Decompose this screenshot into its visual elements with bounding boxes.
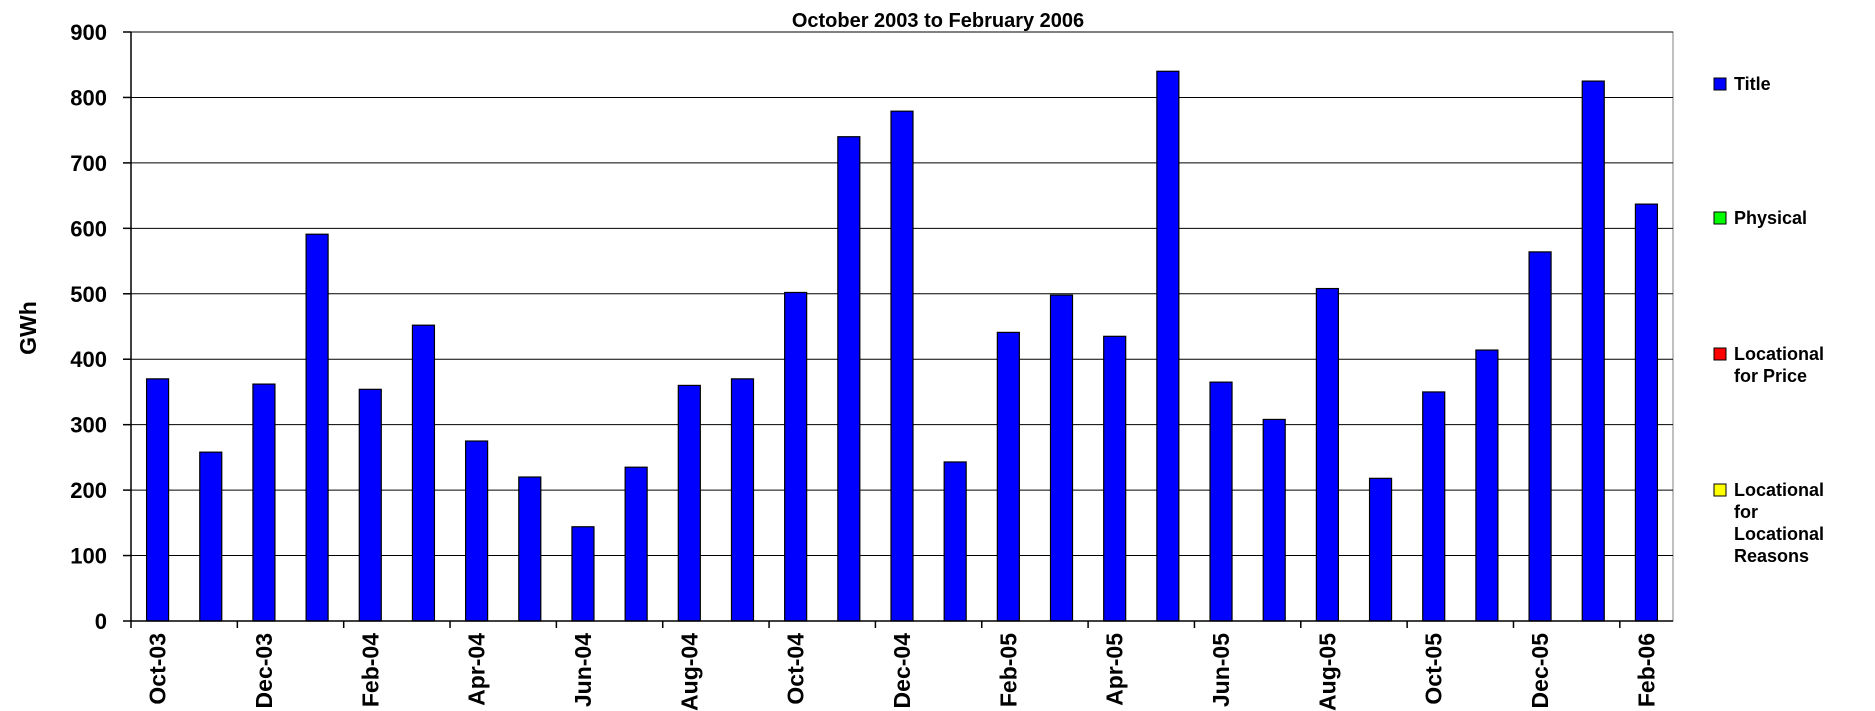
y-tick-label: 800	[70, 85, 107, 110]
y-tick-labels: 0 100 200 300 400 500 600 700 800 900	[70, 20, 107, 634]
bar-feb-04	[358, 388, 382, 622]
x-tick-labels: Oct-03 Dec-03 Feb-04 Apr-04 Jun-04 Aug-04 Oct-…	[145, 633, 1660, 711]
legend-label: Reasons	[1734, 546, 1809, 566]
bar-dec-03	[252, 383, 276, 622]
x-tick-label: Feb-06	[1633, 633, 1659, 707]
legend-label: Locational	[1734, 344, 1824, 364]
legend-swatch	[1713, 77, 1727, 91]
bar-nov-05	[1475, 349, 1499, 622]
bar-jan-04	[305, 233, 329, 622]
y-axis-label: GWh	[15, 301, 41, 355]
legend-swatch	[1713, 483, 1727, 497]
x-tick-label: Oct-05	[1421, 633, 1447, 705]
bar-jul-05	[1262, 418, 1286, 622]
bar-jan-05	[943, 461, 967, 622]
x-tick-label: Oct-03	[145, 633, 171, 705]
bar-may-04	[518, 476, 542, 622]
legend-label: for	[1734, 502, 1758, 522]
bar-mar-04	[411, 324, 436, 622]
bar-jun-05	[1209, 381, 1233, 622]
bar-dec-05	[1528, 251, 1552, 622]
bar-feb-05	[996, 331, 1020, 622]
chart-title: October 2003 to February 2006	[792, 10, 1084, 32]
bar-mar-05	[1049, 294, 1074, 622]
y-tick-label: 200	[70, 478, 107, 503]
axes	[123, 31, 1673, 628]
x-tick-label: Feb-04	[357, 633, 383, 707]
bar-aug-05	[1315, 287, 1339, 622]
bar-sep-04	[730, 378, 755, 622]
legend-label: Title	[1734, 74, 1771, 94]
bar-nov-04	[837, 136, 861, 622]
bar-dec-04	[890, 110, 914, 622]
y-tick-label: 400	[70, 347, 107, 372]
x-tick-label: Aug-05	[1314, 633, 1340, 711]
bar-jul-04	[624, 466, 648, 622]
x-tick-label: Apr-04	[464, 633, 490, 706]
y-tick-label: 300	[70, 413, 107, 438]
legend-label: Locational	[1734, 524, 1824, 544]
bar-aug-04	[677, 384, 701, 622]
x-tick-label: Feb-05	[995, 633, 1021, 707]
bar-may-05	[1156, 70, 1180, 622]
bar-jan-06	[1581, 80, 1605, 622]
bar-nov-03	[199, 451, 223, 622]
bar-apr-05	[1103, 335, 1127, 622]
y-tick-label: 0	[95, 609, 107, 634]
bar-apr-04	[465, 440, 489, 622]
bar-oct-05	[1422, 391, 1446, 622]
x-tick-label: Apr-05	[1102, 633, 1128, 706]
x-tick-label: Dec-05	[1527, 633, 1553, 709]
y-tick-label: 100	[70, 544, 107, 569]
y-tick-label: 900	[70, 20, 107, 45]
legend-swatch	[1713, 347, 1727, 361]
bar-jun-04	[571, 526, 595, 622]
x-tick-label: Dec-04	[889, 633, 915, 709]
bar-sep-05	[1368, 477, 1393, 622]
legend-label: for Price	[1734, 366, 1807, 386]
legend-swatch	[1713, 211, 1727, 225]
x-tick-label: Aug-04	[676, 633, 702, 711]
bar-feb-06	[1634, 203, 1659, 622]
y-tick-label: 500	[70, 282, 107, 307]
y-tick-label: 600	[70, 216, 107, 241]
x-tick-label: Jun-04	[570, 633, 596, 707]
bars	[145, 70, 1659, 622]
x-tick-label: Dec-03	[251, 633, 277, 708]
x-tick-label: Oct-04	[783, 633, 809, 705]
y-tick-label: 700	[70, 151, 107, 176]
legend-label: Locational	[1734, 480, 1824, 500]
bar-oct-04	[784, 291, 808, 622]
bar-oct-03	[145, 378, 170, 622]
legend-label: Physical	[1734, 208, 1807, 228]
x-tick-label: Jun-05	[1208, 633, 1234, 707]
